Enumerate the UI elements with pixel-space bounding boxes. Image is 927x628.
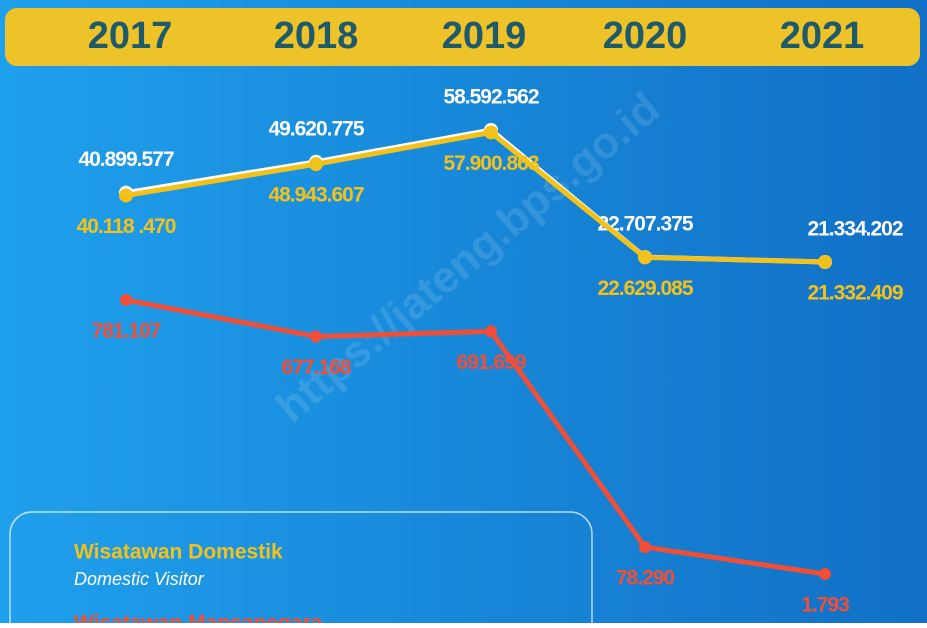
- data-label: 48.943.607: [268, 184, 363, 207]
- point: [484, 125, 498, 140]
- point: [818, 255, 832, 269]
- data-label: 691.699: [457, 351, 526, 374]
- year-band: [5, 8, 920, 66]
- year-label: 2020: [603, 15, 688, 57]
- data-label: 677.168: [282, 356, 352, 379]
- data-label: 21.334.202: [807, 218, 902, 241]
- data-label: 49.620.775: [268, 117, 364, 140]
- point: [310, 330, 322, 343]
- point: [309, 157, 323, 172]
- legend-title: Wisatawan Mancanegara: [74, 612, 323, 623]
- year-label: 2017: [88, 15, 173, 57]
- data-label: 22.629.085: [597, 277, 693, 300]
- data-label: 57.900.863: [443, 152, 538, 175]
- legend-box: [9, 511, 593, 628]
- year-label: 2018: [274, 15, 359, 57]
- year-label: 2019: [442, 15, 527, 57]
- legend-subtitle: Domestic Visitor: [74, 569, 205, 589]
- point: [119, 188, 133, 203]
- data-label: 1.793: [801, 594, 849, 617]
- data-label: 21.332.409: [807, 282, 902, 305]
- data-label: 40.899.577: [78, 148, 173, 171]
- point: [485, 325, 497, 338]
- point: [120, 294, 132, 306]
- point: [639, 541, 651, 554]
- data-label: 40.118 .470: [77, 215, 176, 238]
- data-label: 78.290: [616, 567, 675, 590]
- data-label: 22.707.375: [597, 213, 693, 236]
- point: [638, 250, 652, 265]
- data-label: 781.107: [92, 320, 161, 343]
- point: [819, 568, 831, 580]
- legend-title: Wisatawan Domestik: [74, 541, 283, 564]
- year-label: 2021: [780, 15, 865, 57]
- data-label: 58.592.562: [443, 86, 538, 109]
